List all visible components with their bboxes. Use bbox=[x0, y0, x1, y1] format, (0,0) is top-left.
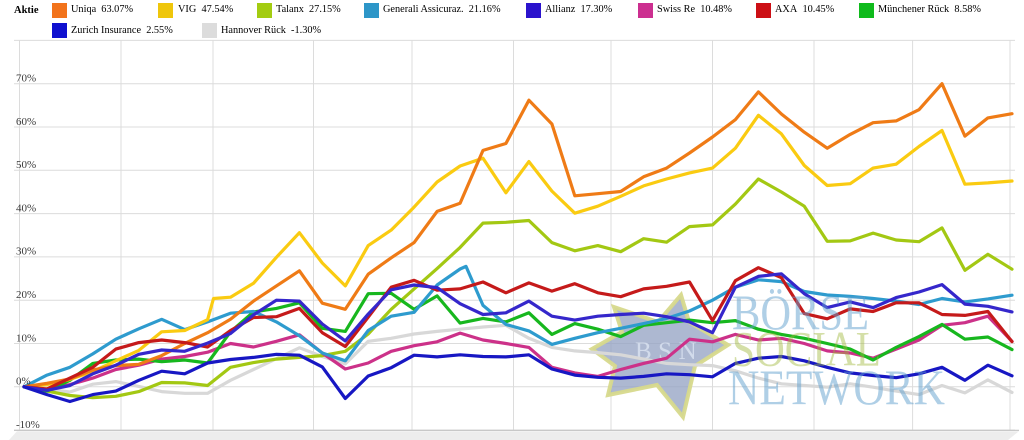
svg-text:40%: 40% bbox=[16, 202, 36, 214]
svg-text:50%: 50% bbox=[16, 159, 36, 171]
svg-text:20%: 20% bbox=[16, 289, 36, 301]
svg-text:NETWORK: NETWORK bbox=[728, 359, 945, 415]
svg-text:70%: 70% bbox=[16, 73, 36, 85]
svg-text:10%: 10% bbox=[16, 332, 36, 344]
svg-text:BÖRSE: BÖRSE bbox=[732, 284, 869, 340]
svg-text:0%: 0% bbox=[16, 376, 31, 388]
svg-text:-10%: -10% bbox=[16, 419, 40, 431]
svg-text:60%: 60% bbox=[16, 116, 36, 128]
svg-text:30%: 30% bbox=[16, 246, 36, 258]
svg-text:SOCIAL: SOCIAL bbox=[732, 321, 881, 377]
